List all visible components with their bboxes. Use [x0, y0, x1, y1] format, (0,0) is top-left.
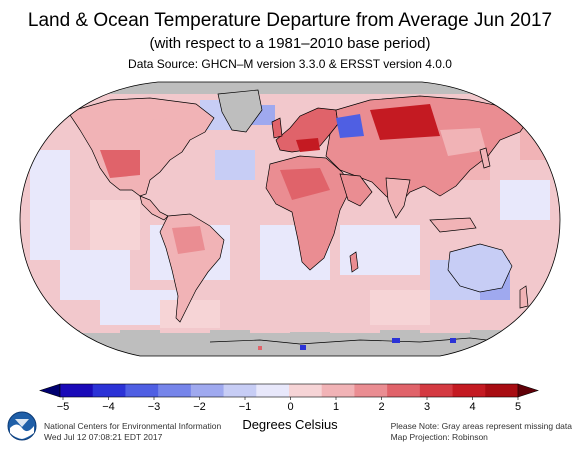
indonesia	[429, 217, 477, 233]
british-isles	[271, 117, 283, 139]
colorbar-axis-label: Degrees Celsius	[242, 417, 338, 432]
greenland	[217, 89, 263, 133]
arctic-missing-data	[20, 82, 560, 94]
colorbar-tick-label: 0	[287, 401, 294, 413]
arabian-peninsula	[339, 173, 373, 207]
colorbar-tick-label: 2	[378, 401, 385, 413]
colorbar-tick-label: 4	[469, 401, 476, 413]
map-subtitle: (with respect to a 1981–2010 base period…	[149, 35, 431, 52]
japan	[479, 147, 491, 169]
australia	[447, 243, 513, 293]
colorbar-tick-label: 1	[332, 401, 340, 413]
colorbar-tick-label: −2	[193, 401, 206, 413]
colorbar-tick-label: −3	[147, 401, 161, 413]
new-zealand	[519, 285, 529, 309]
colorbar-tick-label: 5	[514, 401, 522, 413]
projection-note: Map Projection: Robinson	[390, 432, 488, 442]
colorbar-tick-label: −1	[238, 401, 252, 413]
missing-data-note: Please Note: Gray areas represent missin…	[390, 421, 572, 431]
credit-timestamp: Wed Jul 12 07:08:21 EDT 2017	[44, 432, 163, 442]
map-note: Please Note: Gray areas represent missin…	[391, 421, 572, 443]
india	[385, 177, 411, 219]
colorbar-tick-label: −4	[102, 401, 115, 413]
madagascar	[349, 251, 359, 273]
continents	[67, 89, 531, 345]
noaa-logo	[7, 411, 37, 441]
data-source: Data Source: GHCN–M version 3.3.0 & ERSS…	[128, 57, 452, 71]
credit-organization: National Centers for Environmental Infor…	[44, 421, 222, 431]
colorbar-tick-label: −5	[56, 401, 70, 413]
map-title: Land & Ocean Temperature Departure from …	[27, 10, 553, 31]
colorbar-tick-label: 3	[423, 401, 431, 413]
antarctica-coast	[209, 337, 521, 345]
central-america	[139, 195, 169, 221]
credit: National Centers for Environmental Infor…	[44, 421, 221, 443]
